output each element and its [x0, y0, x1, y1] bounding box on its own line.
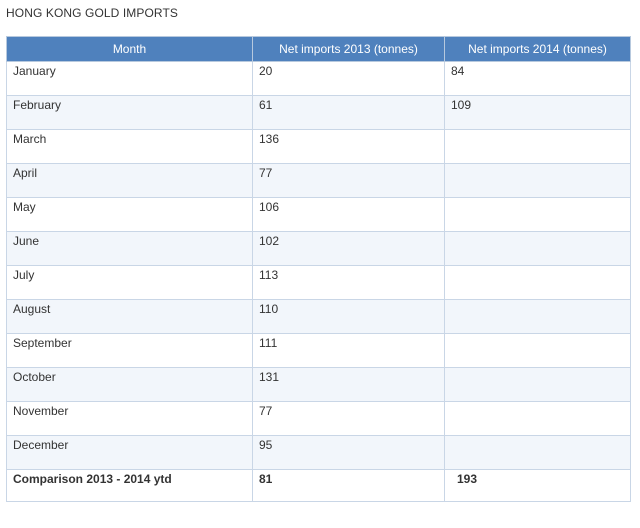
month-cell: March [6, 129, 253, 164]
imports-2014-cell [444, 333, 631, 368]
table-row: March 136 [6, 129, 631, 164]
month-cell: December [6, 435, 253, 470]
imports-2013-cell: 20 [252, 61, 445, 96]
imports-2013-cell: 136 [252, 129, 445, 164]
imports-2013-cell: 111 [252, 333, 445, 368]
month-cell: February [6, 95, 253, 130]
imports-2013-cell: 106 [252, 197, 445, 232]
month-cell: July [6, 265, 253, 300]
table-row: October 131 [6, 367, 631, 402]
imports-2014-cell: 84 [444, 61, 631, 96]
page-title: HONG KONG GOLD IMPORTS [6, 6, 178, 20]
imports-2013-cell: 95 [252, 435, 445, 470]
month-cell: June [6, 231, 253, 266]
table-header-row: Month Net imports 2013 (tonnes) Net impo… [6, 36, 631, 62]
comparison-label: Comparison 2013 - 2014 ytd [6, 469, 253, 502]
imports-2013-cell: 61 [252, 95, 445, 130]
header-net-imports-2014: Net imports 2014 (tonnes) [444, 36, 631, 62]
table-row: December 95 [6, 435, 631, 470]
imports-2014-cell [444, 401, 631, 436]
month-cell: August [6, 299, 253, 334]
table-row: August 110 [6, 299, 631, 334]
imports-2013-cell: 102 [252, 231, 445, 266]
imports-2013-cell: 113 [252, 265, 445, 300]
comparison-2014-value: 193 [444, 469, 631, 502]
imports-2014-cell [444, 265, 631, 300]
table-row: February 61 109 [6, 95, 631, 130]
gold-imports-table: Month Net imports 2013 (tonnes) Net impo… [6, 36, 631, 502]
table-row: April 77 [6, 163, 631, 198]
imports-2014-cell [444, 367, 631, 402]
table-row: November 77 [6, 401, 631, 436]
imports-2013-cell: 131 [252, 367, 445, 402]
month-cell: October [6, 367, 253, 402]
table-row: September 111 [6, 333, 631, 368]
imports-2014-cell [444, 435, 631, 470]
month-cell: November [6, 401, 253, 436]
month-cell: May [6, 197, 253, 232]
header-month: Month [6, 36, 253, 62]
table-row: July 113 [6, 265, 631, 300]
imports-2013-cell: 77 [252, 163, 445, 198]
imports-2014-cell [444, 231, 631, 266]
table-row: January 20 84 [6, 61, 631, 96]
month-cell: April [6, 163, 253, 198]
imports-2014-cell [444, 197, 631, 232]
header-net-imports-2013: Net imports 2013 (tonnes) [252, 36, 445, 62]
month-cell: September [6, 333, 253, 368]
imports-2014-cell [444, 129, 631, 164]
imports-2014-cell [444, 299, 631, 334]
imports-2014-cell [444, 163, 631, 198]
table-row: May 106 [6, 197, 631, 232]
month-cell: January [6, 61, 253, 96]
imports-2013-cell: 110 [252, 299, 445, 334]
comparison-row: Comparison 2013 - 2014 ytd 81 193 [6, 469, 631, 502]
table-row: June 102 [6, 231, 631, 266]
imports-2013-cell: 77 [252, 401, 445, 436]
imports-2014-cell: 109 [444, 95, 631, 130]
comparison-2013-value: 81 [252, 469, 445, 502]
